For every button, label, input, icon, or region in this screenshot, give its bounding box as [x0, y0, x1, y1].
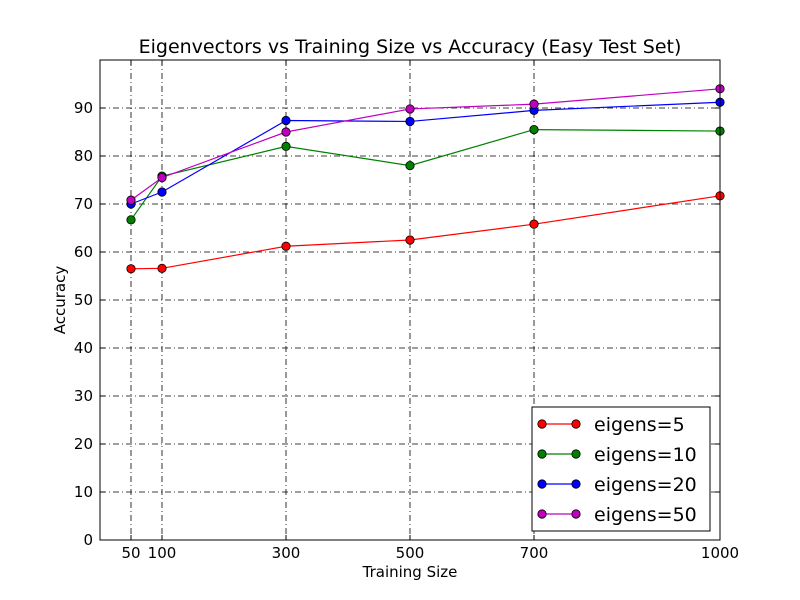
legend: eigens=5 eigens=10 eigens=20 eigens=50	[531, 406, 711, 532]
legend-marker	[537, 479, 547, 489]
legend-label: eigens=50	[594, 504, 697, 526]
series-line	[130, 128, 721, 221]
data-point	[126, 215, 136, 225]
legend-marker	[571, 479, 581, 489]
series-line	[130, 195, 721, 270]
x-tick-label: 1000	[701, 544, 739, 562]
x-tick-label: 300	[272, 544, 301, 562]
chart-title: Eigenvectors vs Training Size vs Accurac…	[139, 36, 682, 58]
y-tick-label: 30	[74, 387, 93, 405]
x-tick-label: 500	[396, 544, 425, 562]
y-tick-label: 20	[74, 435, 93, 453]
x-tick-label: 100	[148, 544, 177, 562]
y-tick-label: 10	[74, 483, 93, 501]
series-eigens=20	[126, 97, 725, 209]
data-point	[529, 125, 539, 135]
y-tick-label: 90	[74, 99, 93, 117]
y-tick-label: 40	[74, 339, 93, 357]
y-tick-label: 60	[74, 243, 93, 261]
legend-item: eigens=20	[537, 474, 697, 496]
y-tick-label: 50	[74, 291, 93, 309]
y-axis-label: Accuracy	[51, 266, 69, 335]
legend-label: eigens=5	[594, 414, 685, 436]
legend-item: eigens=50	[537, 504, 697, 526]
data-point	[126, 195, 136, 205]
x-tick-label: 700	[520, 544, 549, 562]
series-line	[130, 101, 721, 205]
data-point	[405, 104, 415, 114]
data-point	[157, 173, 167, 183]
data-point	[157, 263, 167, 273]
data-point	[281, 115, 291, 126]
y-tick-label: 0	[83, 531, 93, 549]
legend-label: eigens=10	[594, 444, 697, 466]
data-point	[281, 127, 291, 137]
y-tick-label: 80	[74, 147, 93, 165]
y-tick-label: 70	[74, 195, 93, 213]
legend-marker	[571, 419, 581, 429]
legend-marker	[537, 419, 547, 429]
series-eigens=5	[126, 191, 725, 274]
data-point	[529, 99, 539, 109]
data-point	[529, 219, 539, 229]
x-axis-label: Training Size	[362, 563, 458, 581]
legend-marker	[537, 449, 547, 459]
legend-marker	[571, 509, 581, 519]
series-layer	[126, 84, 725, 274]
legend-marker	[537, 509, 547, 519]
data-point	[405, 116, 415, 127]
legend-box	[531, 406, 711, 532]
data-point	[157, 187, 167, 197]
data-point	[281, 141, 291, 151]
axis-ticks: 50 100 300 500 700 1000 0 10 20 30 40 50 60 70 80 90	[74, 60, 739, 562]
x-tick-label: 50	[121, 544, 140, 562]
legend-item: eigens=5	[537, 414, 685, 436]
legend-label: eigens=20	[594, 474, 697, 496]
series-eigens=50	[126, 84, 725, 205]
series-line	[130, 88, 721, 201]
data-point	[281, 241, 291, 251]
legend-marker	[571, 449, 581, 459]
data-point	[405, 235, 415, 245]
data-point	[126, 264, 136, 274]
legend-item: eigens=10	[537, 444, 697, 466]
data-point	[405, 161, 415, 171]
